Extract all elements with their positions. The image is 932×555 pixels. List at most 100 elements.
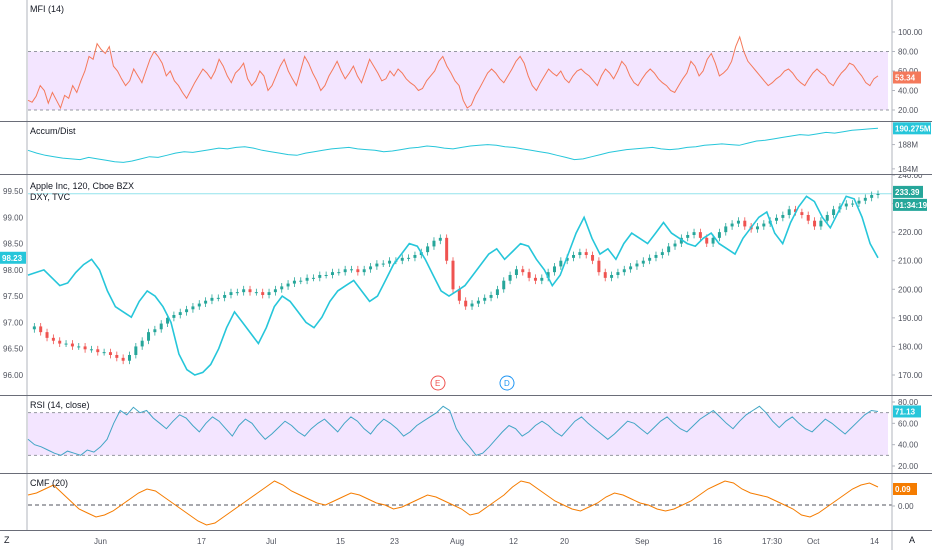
candle-body xyxy=(96,349,100,353)
candle-body xyxy=(273,289,277,293)
candle-body xyxy=(457,289,461,301)
pane-separator[interactable] xyxy=(0,174,932,175)
rsi-current-value: 71.13 xyxy=(895,407,916,416)
candle-body xyxy=(844,203,848,207)
candle-body xyxy=(679,237,683,244)
pane-separator[interactable] xyxy=(0,395,932,396)
candle-body xyxy=(724,226,728,233)
candle-body xyxy=(800,212,804,215)
dividend-event-icon xyxy=(499,375,515,391)
candle-body xyxy=(794,209,798,213)
candle-body xyxy=(235,292,239,294)
pane-separator[interactable] xyxy=(0,121,932,122)
aapl-current-value: 233.39 xyxy=(895,188,920,197)
cmf-pane[interactable]: 0.00 0.09 CMF (20) xyxy=(0,474,932,530)
candle-body xyxy=(584,252,588,255)
candle-body xyxy=(77,346,81,348)
candle-body xyxy=(565,257,569,261)
candle-body xyxy=(121,357,125,361)
candle-body xyxy=(432,240,436,247)
left-axis-label: 97.00 xyxy=(3,318,24,327)
candle-body xyxy=(350,269,354,271)
time-axis-label: 12 xyxy=(509,537,518,546)
bar-countdown-bg xyxy=(893,198,927,211)
candle-body xyxy=(686,235,690,238)
candle-body xyxy=(876,193,880,195)
candle-body xyxy=(254,292,258,294)
right-axis-label: 170.00 xyxy=(898,371,923,380)
candle-body xyxy=(851,203,855,205)
cmf-chart: 0.00 0.09 xyxy=(26,474,917,530)
accum-dist-pane[interactable]: 188M 184M 190.275M Accum/Dist xyxy=(0,122,932,174)
time-axis-label: Jun xyxy=(94,537,107,546)
candle-body xyxy=(610,275,614,278)
candle-body xyxy=(223,295,227,298)
candle-body xyxy=(70,343,74,347)
candle-body xyxy=(261,292,265,295)
earnings-event-icon xyxy=(430,375,446,391)
candle-body xyxy=(578,252,582,255)
candle-body xyxy=(64,343,68,345)
candle-body xyxy=(216,297,220,299)
candle-body xyxy=(413,255,417,258)
cmf-line xyxy=(27,480,879,526)
bar-countdown: 01:34:19 xyxy=(895,201,928,210)
candle-body xyxy=(451,260,455,290)
left-axis-label: 99.00 xyxy=(3,213,24,222)
mfi-line xyxy=(27,35,879,110)
time-axis[interactable]: Jun 17 Jul 15 23 Aug 12 20 Sep 16 17:30 Oct 14 Z A xyxy=(0,531,932,550)
pane-separator xyxy=(0,530,932,531)
candle-body xyxy=(730,223,734,227)
left-axis-label: 98.50 xyxy=(3,240,24,249)
candle-body xyxy=(546,272,550,278)
aapl-current-value-bg xyxy=(893,185,923,198)
candle-body xyxy=(400,257,404,261)
cmf-current-value-bg xyxy=(893,483,917,495)
candle-body xyxy=(813,220,817,227)
candle-body xyxy=(324,275,328,276)
candle-body xyxy=(197,303,201,307)
time-axis-label: Aug xyxy=(450,537,464,546)
pane-separator[interactable] xyxy=(0,473,932,474)
time-axis-label: 14 xyxy=(870,537,879,546)
candle-body xyxy=(178,312,182,315)
rsi-label: RSI (14, close) xyxy=(30,400,90,410)
candle-body xyxy=(660,252,664,255)
candle-body xyxy=(343,269,347,273)
candle-body xyxy=(736,220,740,224)
scale-mode-button[interactable]: A xyxy=(909,535,916,545)
price-pane[interactable]: 99.50 99.00 98.50 98.00 97.50 97.00 96.50 96.00… xyxy=(0,171,932,395)
candle-body xyxy=(210,297,214,301)
candle-body xyxy=(717,232,721,238)
candle-body xyxy=(857,200,861,204)
candle-body xyxy=(445,237,449,261)
candle-body xyxy=(495,289,499,295)
candle-body xyxy=(502,280,506,290)
rsi-line xyxy=(27,405,879,456)
dxy-current-value: 98.23 xyxy=(2,254,23,263)
candle-body xyxy=(775,217,779,221)
mfi-label: MFI (14) xyxy=(30,4,65,14)
candle-body xyxy=(698,232,702,238)
auto-scale-button[interactable]: Z xyxy=(4,535,10,545)
candle-body xyxy=(591,255,595,261)
right-axis-label: 190.00 xyxy=(898,314,923,323)
candle-body xyxy=(863,197,867,201)
candle-body xyxy=(552,266,556,273)
mfi-band xyxy=(28,51,888,110)
candle-body xyxy=(204,300,208,304)
left-axis-label: 98.00 xyxy=(3,266,24,275)
left-axis-label: 97.50 xyxy=(3,292,24,301)
candle-body xyxy=(172,315,176,318)
candle-body xyxy=(311,277,315,279)
candle-body xyxy=(533,277,537,281)
rsi-axis-label: 80.00 xyxy=(898,398,919,407)
cmf-axis-label: 0.00 xyxy=(898,502,914,511)
rsi-pane[interactable]: 80.00 60.00 40.00 20.00 71.13 RSI (14, close… xyxy=(0,396,932,473)
time-axis-labels: Jun 17 Jul 15 23 Aug 12 20 Sep 16 17:30 Oct 14 xyxy=(94,531,893,550)
candle-body xyxy=(369,266,373,270)
dividend-event-marker: D xyxy=(504,379,510,388)
cmf-current-value: 0.09 xyxy=(895,485,911,494)
